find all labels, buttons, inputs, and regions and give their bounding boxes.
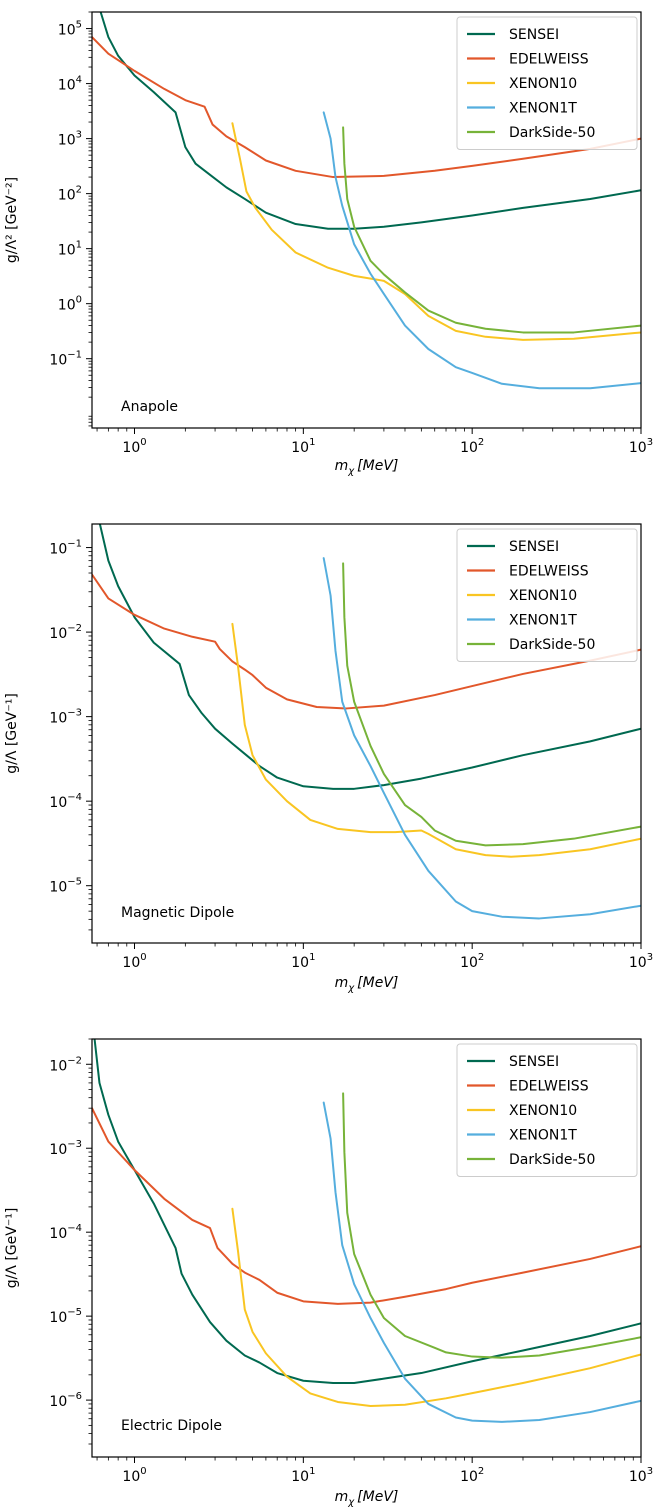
legend: SENSEI EDELWEISS XENON10 XENON1T DarkSide-50 <box>456 16 638 150</box>
legend-label: XENON1T <box>509 613 577 629</box>
series-line-darkside-50 <box>342 562 641 847</box>
y-tick-label: 101 <box>58 240 82 259</box>
x-tick-label: 103 <box>629 1466 653 1485</box>
y-tick-label: 103 <box>58 130 82 149</box>
x-axis-label: mχ [MeV] <box>335 975 399 994</box>
y-axis-label: g/Λ² [GeV⁻²] <box>4 177 20 263</box>
series-layer <box>92 524 641 920</box>
x-tick-label: 102 <box>460 1466 484 1485</box>
panel-magnetic-dipole: 100 101 102 103 10−5 10−4 10−3 10−2 10−1 Magneti… <box>4 523 653 994</box>
series-line-xenon10 <box>231 122 641 341</box>
panel-label: Anapole <box>121 399 178 415</box>
series-line-sensei <box>93 1039 641 1384</box>
series-line-xenon1t <box>322 1101 641 1423</box>
y-tick-label: 10−5 <box>49 877 82 896</box>
plot-frame <box>91 523 642 944</box>
x-tick-label: 102 <box>460 952 484 971</box>
legend-label: EDELWEISS <box>509 564 589 580</box>
series-line-sensei <box>99 12 641 230</box>
legend-label: XENON1T <box>509 101 577 117</box>
y-axis-label: g/Λ [GeV⁻¹] <box>4 1208 20 1289</box>
y-tick-label: 10−3 <box>49 708 82 727</box>
x-tick-label: 101 <box>291 437 315 456</box>
tick-layer: 100 101 102 103 10−6 10−5 10−4 10−3 10−2 <box>49 1038 653 1485</box>
panel-electric-dipole: 100 101 102 103 10−6 10−5 10−4 10−3 10−2 Electri… <box>4 1038 653 1507</box>
legend-label: SENSEI <box>509 1054 559 1070</box>
series-line-xenon1t <box>322 111 641 390</box>
series-line-darkside-50 <box>342 126 641 334</box>
tick-layer: 100 101 102 103 10−1 100 101 102 103 104 105 <box>49 11 653 456</box>
legend-label: SENSEI <box>509 539 559 555</box>
series-line-xenon10 <box>231 622 641 858</box>
series-line-xenon1t <box>322 557 641 920</box>
legend-box <box>456 528 638 662</box>
legend-label: DarkSide-50 <box>509 637 595 653</box>
y-tick-label: 10−4 <box>49 792 82 811</box>
legend: SENSEI EDELWEISS XENON10 XENON1T DarkSide-50 <box>456 528 638 662</box>
y-axis-label: g/Λ [GeV⁻¹] <box>4 693 20 774</box>
y-tick-label: 100 <box>58 295 82 314</box>
x-tick-label: 101 <box>291 1466 315 1485</box>
series-line-edelweiss <box>92 36 641 179</box>
series-line-edelweiss <box>92 573 641 710</box>
legend: SENSEI EDELWEISS XENON10 XENON1T DarkSide-50 <box>456 1043 638 1177</box>
x-axis-label: mχ [MeV] <box>335 1489 399 1507</box>
legend-label: EDELWEISS <box>509 1079 589 1095</box>
y-tick-label: 10−2 <box>49 623 82 642</box>
x-axis-label: mχ [MeV] <box>335 458 399 477</box>
legend-label: XENON10 <box>509 1103 577 1119</box>
series-layer <box>92 12 641 390</box>
legend-label: DarkSide-50 <box>509 125 595 141</box>
legend-label: XENON1T <box>509 1128 577 1144</box>
series-line-sensei <box>98 524 641 790</box>
tick-layer: 100 101 102 103 10−5 10−4 10−3 10−2 10−1 <box>49 539 653 971</box>
y-tick-label: 10−3 <box>49 1139 82 1158</box>
y-tick-label: 10−5 <box>49 1307 82 1326</box>
legend-label: DarkSide-50 <box>509 1152 595 1168</box>
legend-label: XENON10 <box>509 76 577 92</box>
panel-anapole: 100 101 102 103 10−1 100 101 102 103 104 105 Anapo… <box>4 11 653 477</box>
x-tick-label: 102 <box>460 437 484 456</box>
x-tick-label: 100 <box>122 437 146 456</box>
plot-frame <box>91 1038 642 1458</box>
x-tick-label: 103 <box>629 437 653 456</box>
y-tick-label: 102 <box>58 185 82 204</box>
y-tick-label: 10−1 <box>49 539 82 558</box>
y-tick-label: 10−6 <box>49 1391 82 1410</box>
series-line-xenon10 <box>231 1207 641 1408</box>
legend-box <box>456 16 638 150</box>
series-layer <box>92 1039 641 1423</box>
y-tick-label: 10−4 <box>49 1223 82 1242</box>
y-tick-label: 105 <box>58 20 82 39</box>
x-tick-label: 103 <box>629 952 653 971</box>
y-tick-label: 10−2 <box>49 1055 82 1074</box>
legend-label: EDELWEISS <box>509 52 589 68</box>
x-tick-label: 100 <box>122 952 146 971</box>
y-tick-label: 104 <box>58 75 82 94</box>
x-tick-label: 100 <box>122 1466 146 1485</box>
panel-label: Magnetic Dipole <box>121 905 234 921</box>
legend-box <box>456 1043 638 1177</box>
panel-label: Electric Dipole <box>121 1418 222 1434</box>
y-tick-label: 10−1 <box>49 350 82 369</box>
plot-frame <box>91 11 642 429</box>
series-line-edelweiss <box>92 1107 641 1305</box>
series-line-darkside-50 <box>342 1092 641 1359</box>
legend-label: XENON10 <box>509 588 577 604</box>
legend-label: SENSEI <box>509 27 559 43</box>
x-tick-label: 101 <box>291 952 315 971</box>
